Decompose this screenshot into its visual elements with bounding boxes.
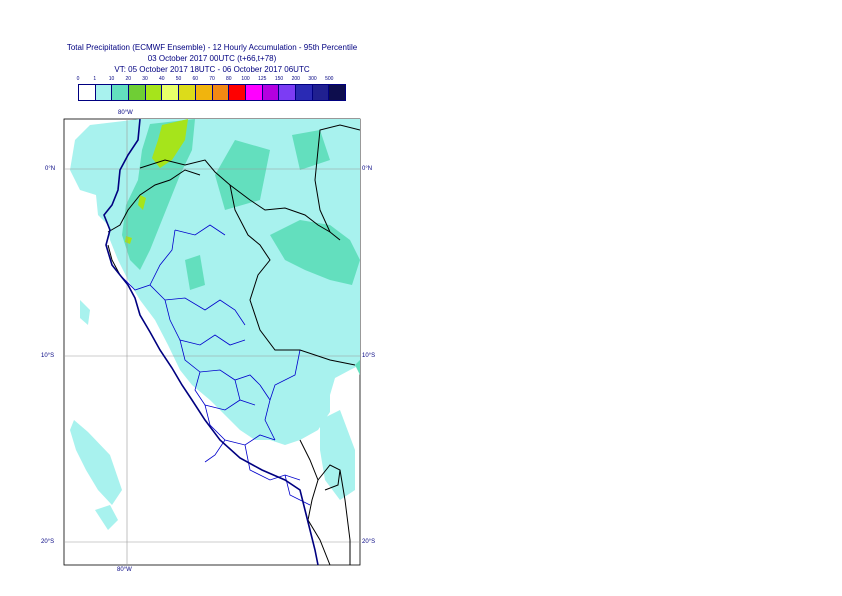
lon-label-bottom: 80°W	[117, 567, 132, 573]
base-time: 03 October 2017 00UTC (t+66,t+78)	[147, 54, 277, 63]
legend-label: 150	[274, 76, 284, 82]
valid-time: VT: 05 October 2017 18UTC - 06 October 2…	[114, 65, 310, 74]
legend-swatch	[112, 85, 130, 100]
legend-swatch	[212, 85, 230, 100]
lat-label-left-10: 10°S	[41, 353, 55, 359]
moderate-precipitation-area	[122, 119, 360, 375]
legend-label: 300	[308, 76, 317, 82]
legend-label: 0	[76, 76, 80, 82]
lat-label-left-0: 0°N	[45, 166, 56, 172]
legend-label: 200	[291, 76, 300, 82]
legend-label: 20	[125, 76, 132, 82]
legend-label: 50	[175, 76, 182, 82]
region-borders	[119, 224, 311, 506]
lat-label-right-10: 10°S	[362, 353, 376, 359]
lat-label-left-20: 20°S	[41, 539, 55, 545]
legend-label: 100	[241, 76, 250, 82]
legend-labels: 0 1 10 20 30 40 50 60 70 80 100 125 150 200 300 500	[0, 76, 842, 85]
coastline	[103, 119, 319, 565]
legend-label: 500	[325, 76, 334, 82]
legend-swatch	[229, 85, 246, 100]
legend-label: 125	[258, 76, 267, 82]
legend-label: 30	[142, 76, 148, 82]
legend-swatch	[145, 85, 163, 100]
legend-color-bar	[78, 84, 346, 101]
legend-label: 1	[93, 76, 97, 82]
legend-swatch	[295, 85, 313, 100]
legend-swatch	[312, 85, 330, 100]
lat-label-right-0: 0°N	[362, 166, 373, 172]
legend-swatch	[245, 85, 263, 100]
lon-label-top: 80°W	[118, 110, 133, 116]
legend-swatch	[195, 85, 213, 100]
legend-swatch	[79, 85, 96, 100]
legend-label: 10	[108, 76, 115, 82]
legend-swatch	[279, 85, 296, 100]
lat-label-right-20: 20°S	[362, 539, 376, 545]
country-borders	[107, 124, 360, 565]
legend-label: 80	[225, 76, 232, 82]
map-title: Total Precipitation (ECMWF Ensemble) - 1…	[66, 43, 358, 52]
legend-swatch	[95, 85, 113, 100]
legend-label: 40	[158, 76, 165, 82]
legend-label: 60	[192, 76, 199, 82]
legend-swatch	[129, 85, 146, 100]
legend-swatch	[262, 85, 280, 100]
legend-label: 70	[209, 76, 215, 82]
legend-swatch	[162, 85, 180, 100]
legend-swatch	[329, 85, 345, 100]
legend-swatch	[179, 85, 196, 100]
